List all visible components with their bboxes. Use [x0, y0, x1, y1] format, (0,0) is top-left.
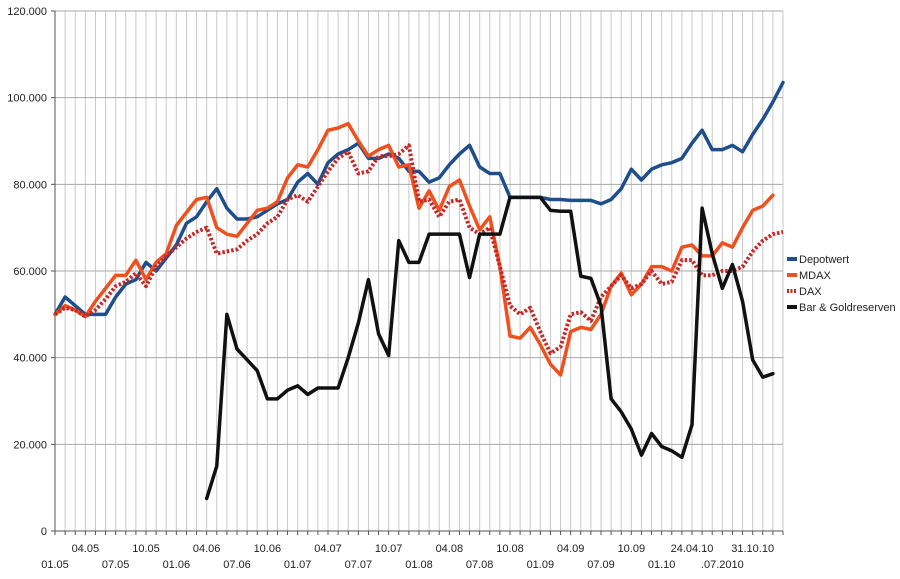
legend-label: MDAX: [799, 270, 831, 282]
x-tick-label: 07.05: [102, 559, 130, 571]
x-tick-label: 01.05: [41, 559, 69, 571]
series-line-dax: [53, 143, 784, 356]
series-line-mdax: [53, 121, 775, 377]
x-tick-label: 10.07: [375, 543, 403, 555]
axes: 0 20.000 40.000 60.000 80.000 100.000 120.000 0…: [7, 6, 784, 571]
x-tick-label: 01.09: [527, 559, 555, 571]
x-tick-label: 07.06: [223, 559, 251, 571]
x-tick-label: 04.07: [314, 543, 342, 555]
series-line-depotwert: [53, 80, 785, 317]
series-line-bar-goldreserven: [204, 195, 775, 501]
legend-label: DAX: [799, 286, 822, 298]
x-tick-label: .07.2010: [701, 559, 744, 571]
x-tick-label: 10.06: [254, 543, 282, 555]
x-tick-label: 01.07: [284, 559, 312, 571]
legend-label: Depotwert: [799, 254, 849, 266]
y-tick-label: 40.000: [13, 353, 47, 365]
y-tick-label: 0: [41, 526, 47, 538]
series-lines: [53, 80, 785, 501]
y-tick-label: 100.000: [7, 93, 47, 105]
x-tick-label: 07.08: [466, 559, 494, 571]
y-tick-label: 120.000: [7, 6, 47, 18]
x-tick-label: 31.10.10: [731, 543, 774, 555]
x-tick-label: 01.06: [163, 559, 191, 571]
x-tick-label: 10.05: [132, 543, 160, 555]
x-tick-label: 24.04.10: [671, 543, 714, 555]
x-tick-label: 04.09: [557, 543, 585, 555]
y-tick-label: 20.000: [13, 439, 47, 451]
y-tick-label: 60.000: [13, 266, 47, 278]
legend-label: Bar & Goldreserven: [799, 302, 896, 314]
x-tick-label: 07.09: [587, 559, 615, 571]
legend: Depotwert MDAX DAX Bar & Goldreserven: [787, 254, 896, 314]
x-tick-label: 10.08: [496, 543, 524, 555]
gridlines: [54, 10, 784, 532]
x-tick-label: 04.08: [436, 543, 464, 555]
x-tick-label: 01.08: [405, 559, 433, 571]
x-tick-label: 04.05: [72, 543, 100, 555]
x-tick-label: 10.09: [618, 543, 646, 555]
y-tick-label: 80.000: [13, 179, 47, 191]
x-tick-label: 01.10: [648, 559, 676, 571]
x-tick-label: 07.07: [345, 559, 373, 571]
x-tick-label: 04.06: [193, 543, 221, 555]
